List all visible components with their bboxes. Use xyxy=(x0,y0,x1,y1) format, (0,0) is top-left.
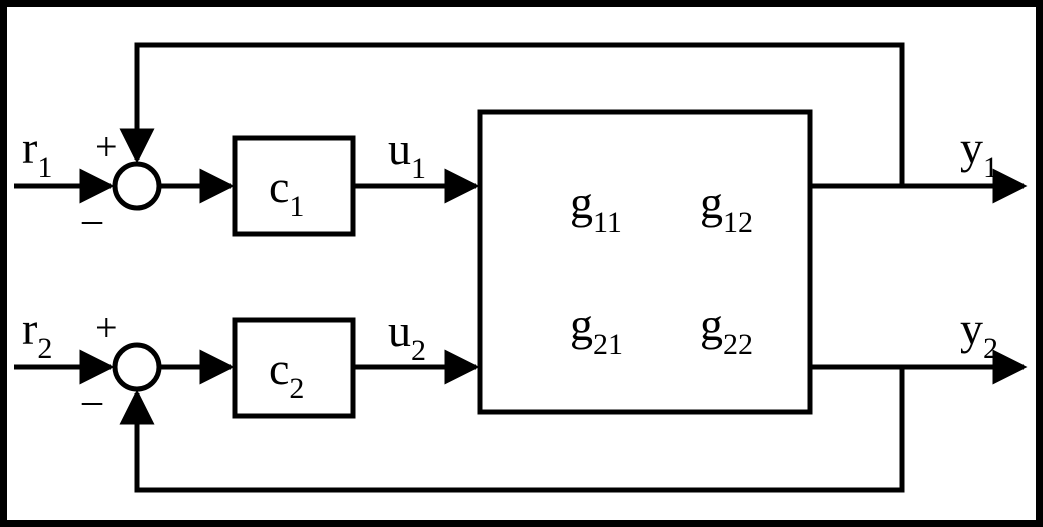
label-u2-main: u xyxy=(388,305,411,356)
label-c2-sub: 2 xyxy=(289,372,304,405)
label-minus2: _ xyxy=(81,364,103,409)
label-r2-main: r xyxy=(22,303,37,354)
label-g12-sub: 12 xyxy=(723,206,753,239)
label-y1-sub: 1 xyxy=(983,151,998,184)
label-y1-main: y xyxy=(960,122,983,173)
label-u1: u1 xyxy=(388,123,426,185)
label-r2: r2 xyxy=(22,303,52,365)
label-g21-main: g xyxy=(570,299,593,350)
label-y2: y2 xyxy=(960,303,998,365)
label-g11-main: g xyxy=(570,177,593,228)
label-g12-main: g xyxy=(700,177,723,228)
label-plus1: + xyxy=(95,124,118,169)
label-c2-main: c xyxy=(269,343,289,394)
label-u1-sub: 1 xyxy=(411,152,426,185)
block-g xyxy=(480,112,810,412)
label-r2-sub: 2 xyxy=(37,332,52,365)
label-g21-sub: 21 xyxy=(593,328,623,361)
label-y2-sub: 2 xyxy=(983,332,998,365)
label-c1-sub: 1 xyxy=(289,190,304,223)
label-g22-main: g xyxy=(700,299,723,350)
label-plus2: + xyxy=(95,305,118,350)
summing-junction-1 xyxy=(115,164,159,208)
control-block-diagram: r1 r2 + _ + _ c1 c2 u1 u2 g11 g12 g21 g2… xyxy=(0,0,1043,527)
label-r1-sub: 1 xyxy=(37,151,52,184)
summing-junction-2 xyxy=(115,345,159,389)
label-r1: r1 xyxy=(22,122,52,184)
label-y1: y1 xyxy=(960,122,998,184)
label-c1-main: c xyxy=(269,161,289,212)
label-g22-sub: 22 xyxy=(723,328,753,361)
label-r1-main: r xyxy=(22,122,37,173)
label-minus1: _ xyxy=(81,183,103,228)
label-g11-sub: 11 xyxy=(593,206,622,239)
label-u2: u2 xyxy=(388,305,426,367)
label-u2-sub: 2 xyxy=(411,334,426,367)
label-y2-main: y xyxy=(960,303,983,354)
label-u1-main: u xyxy=(388,123,411,174)
